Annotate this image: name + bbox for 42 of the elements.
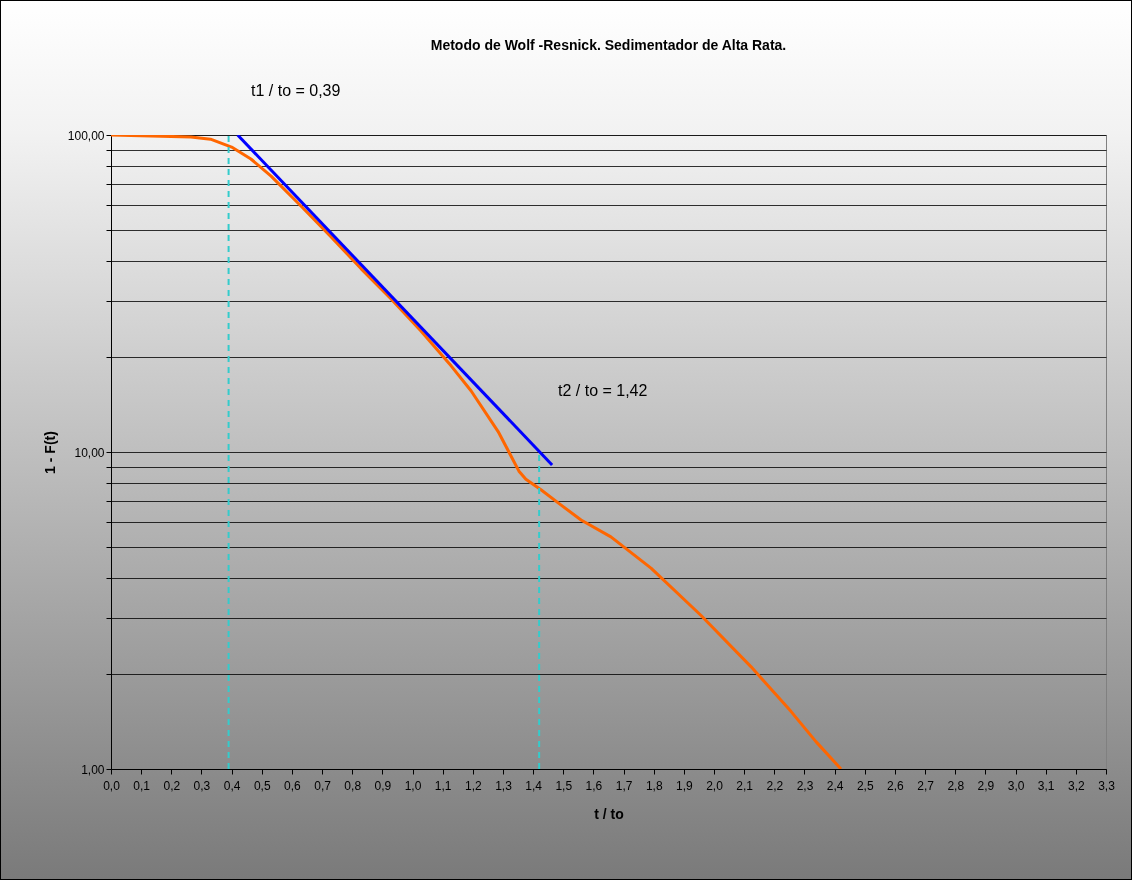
x-tick-label: 1,6 [585,778,603,793]
x-tick-label: 0,9 [374,778,392,793]
x-tick-label: 3,1 [1037,778,1055,793]
x-tick-label: 1,5 [555,778,573,793]
x-tick-label: 2,3 [796,778,814,793]
x-tick-label: 3,3 [1098,778,1116,793]
annotation: t2 / to = 1,42 [558,382,648,399]
y-tick-label: 1,00 [81,762,105,777]
x-tick-label: 0,4 [223,778,241,793]
x-tick-label: 2,1 [736,778,754,793]
x-tick-label: 0,8 [344,778,362,793]
chart-title: Metodo de Wolf -Resnick. Sedimentador de Alta Rata. [430,37,787,53]
text: t1 / to = 0,39 [251,82,341,99]
x-tick-label: 1,8 [645,778,663,793]
x-tick-label: 1,0 [404,778,422,793]
x-tick-label: 0,0 [103,778,121,793]
y-axis-title: 1 - F(t) [41,431,58,474]
x-tick-label: 1,4 [525,778,543,793]
x-tick-label: 1,7 [615,778,633,793]
x-tick-label: 3,2 [1068,778,1086,793]
x-tick-label: 1,3 [495,778,513,793]
y-tick-label: 100,00 [67,128,105,143]
x-tick-label: 0,7 [314,778,332,793]
x-tick-label: 1,2 [464,778,482,793]
x-tick-label: 0,2 [163,778,181,793]
x-tick-label: 1,9 [676,778,694,793]
x-tick-label: 2,0 [706,778,724,793]
x-tick-label: 3,0 [1007,778,1025,793]
x-tick-label: 0,3 [193,778,211,793]
x-tick-label: 2,2 [766,778,784,793]
y-tick-label: 10,00 [74,445,105,460]
x-tick-label: 1,1 [434,778,452,793]
x-axis-title: t / to [594,805,624,822]
x-tick-label: 2,4 [826,778,844,793]
x-tick-label: 2,7 [917,778,935,793]
x-tick-label: 2,9 [977,778,995,793]
x-tick-label: 2,5 [856,778,874,793]
x-tick-label: 2,6 [887,778,905,793]
x-tick-label: 0,1 [133,778,151,793]
x-tick-label: 0,5 [253,778,271,793]
x-tick-label: 2,8 [947,778,965,793]
x-tick-label: 0,6 [284,778,302,793]
